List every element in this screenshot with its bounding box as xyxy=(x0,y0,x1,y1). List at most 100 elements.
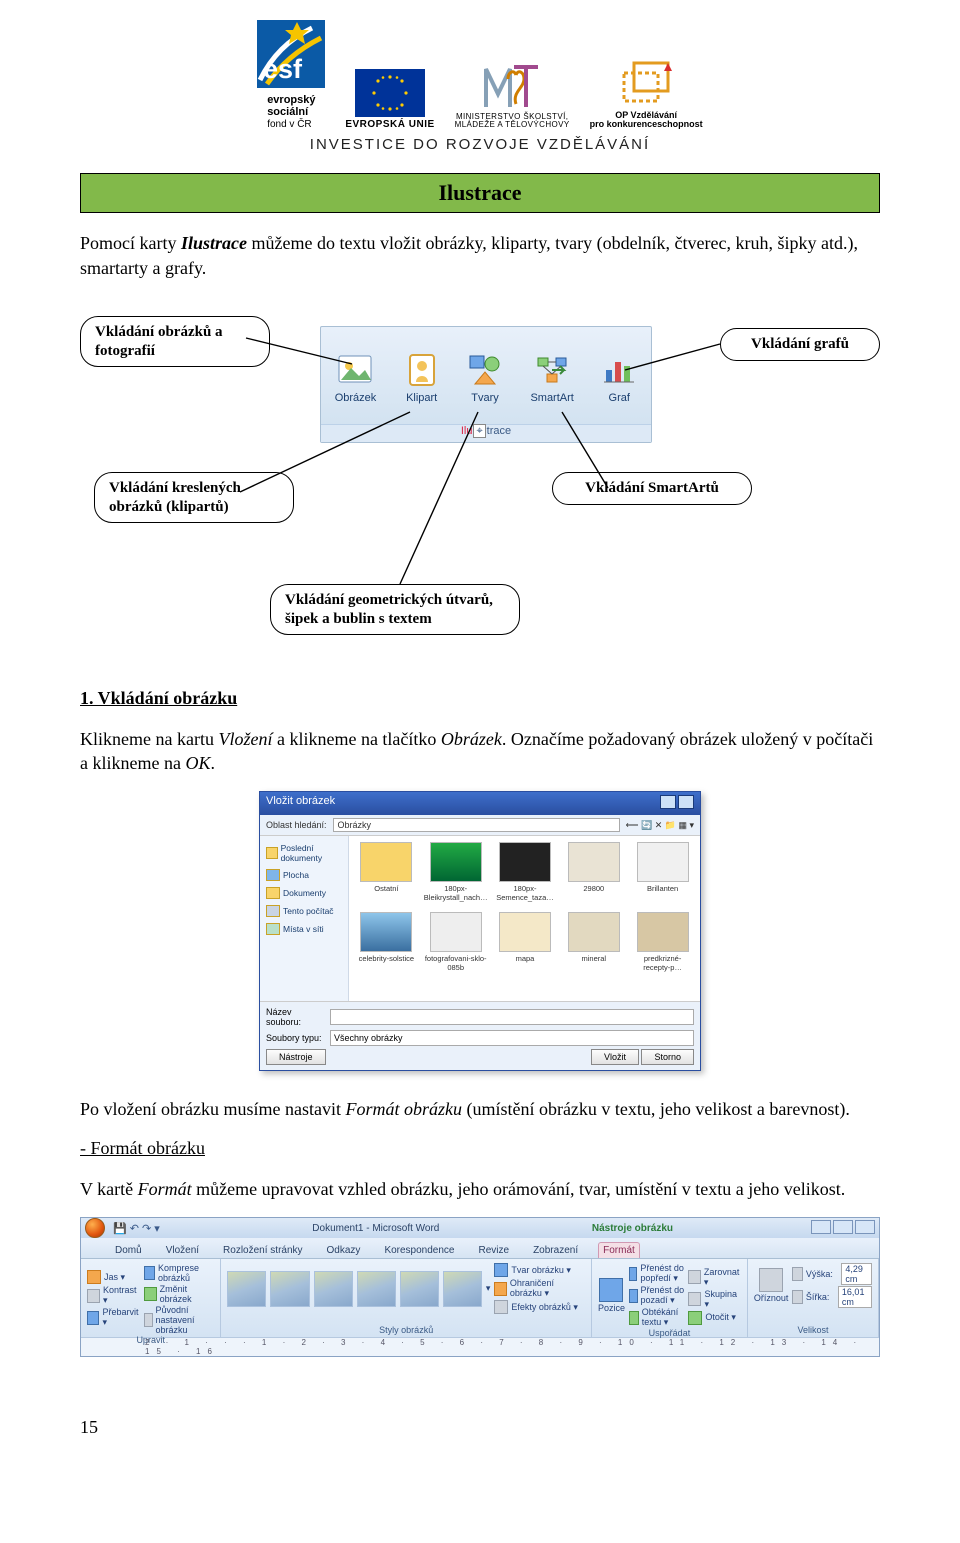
callout-kliparty: Vkládání kreslených obrázků (klipartů) xyxy=(94,472,294,524)
style-thumb xyxy=(314,1271,353,1307)
section1-head: 1. Vkládání obrázku xyxy=(80,688,880,709)
tab: Domů xyxy=(111,1243,146,1258)
style-thumb xyxy=(400,1271,439,1307)
dialog-title: Vložit obrázek xyxy=(266,795,335,812)
wr-titlebar: 💾 ↶ ↷ ▾ Dokument1 - Microsoft Word Nástr… xyxy=(81,1218,879,1238)
esf-icon: esf xyxy=(257,20,325,88)
esf-line2: sociální xyxy=(267,106,308,118)
format-body: V kartě Formát můžeme upravovat vzhled o… xyxy=(80,1177,880,1201)
style-thumb xyxy=(357,1271,396,1307)
format-head: - Formát obrázku xyxy=(80,1138,880,1159)
smartart-icon xyxy=(534,352,570,388)
qat-icons: 💾 ↶ ↷ ▾ xyxy=(113,1222,160,1235)
side-item: Poslední dokumenty xyxy=(264,840,344,866)
intro-paragraph: Pomocí karty Ilustrace můžeme do textu v… xyxy=(80,231,880,280)
insert-picture-dialog: Vložit obrázek Oblast hledání: Obrázky ⟵… xyxy=(259,791,701,1071)
ribbon-obrazek: Obrázek xyxy=(335,352,377,404)
tab: Zobrazení xyxy=(529,1243,582,1258)
opvk-icon xyxy=(616,57,676,109)
address-field: Obrázky xyxy=(333,818,620,832)
vlozit-button: Vložit xyxy=(591,1049,639,1065)
tab: Rozložení stránky xyxy=(219,1243,306,1258)
group-velikost: Oříznout Výška: 4,29 cm Šířka: 16,01 cm … xyxy=(748,1259,879,1337)
clipart-icon xyxy=(404,352,440,388)
thumb: 180px-Bleikrystall_nach… xyxy=(424,842,488,906)
eu-flag-icon xyxy=(355,69,425,117)
window-controls xyxy=(809,1220,875,1237)
thumb: celebrity-solstice xyxy=(355,912,418,976)
wr-tabs: Domů Vložení Rozložení stránky Odkazy Ko… xyxy=(81,1238,879,1259)
group-styly: ▾ Tvar obrázku ▾ Ohraničení obrázku ▾ Ef… xyxy=(221,1259,592,1337)
svg-text:esf: esf xyxy=(263,54,303,84)
ribbon-graf: Graf xyxy=(601,352,637,404)
side-item: Místa v síti xyxy=(264,920,344,938)
style-thumb xyxy=(270,1271,309,1307)
msmt-logo: MINISTERSTVO ŠKOLSTVÍ, MLÁDEŽE A TĚLOVÝC… xyxy=(455,59,570,131)
ribbon-smartart: SmartArt xyxy=(530,352,573,404)
esf-line3: fond v ČR xyxy=(267,119,311,130)
tab: Korespondence xyxy=(380,1243,458,1258)
ribbon-footer: Ilu⌖trace xyxy=(321,424,651,442)
doc-title: Dokument1 - Microsoft Word xyxy=(168,1223,584,1234)
after-dialog-paragraph: Po vložení obrázku musíme nastavit Formá… xyxy=(80,1097,880,1121)
page-title: Ilustrace xyxy=(80,173,880,213)
thumb: 180px-Semence_taza… xyxy=(494,842,557,906)
thumb: mineral xyxy=(562,912,625,976)
office-button-icon xyxy=(85,1218,105,1238)
thumb: fotografovani-sklo-085b xyxy=(424,912,488,976)
esf-logo: esf evropský sociální fond v ČR xyxy=(257,20,325,130)
ribbon-ilustrace: Obrázek Klipart Tvary xyxy=(320,326,652,443)
tool-tab: Nástroje obrázku xyxy=(592,1223,673,1234)
wr-groups: Jas ▾ Kontrast ▾ Přebarvit ▾ Komprese ob… xyxy=(81,1259,879,1337)
shapes-icon xyxy=(467,352,503,388)
window-buttons xyxy=(658,795,694,812)
callout-smartart: Vkládání SmartArtů xyxy=(552,472,752,505)
style-thumb xyxy=(227,1271,266,1307)
ruler: 2 · 1 · · · 1 · 2 · 3 · 4 · 5 · 6 · 7 · … xyxy=(81,1337,879,1356)
ribbon-tvary: Tvary xyxy=(467,352,503,404)
tab: Vložení xyxy=(162,1243,203,1258)
intro-em: Ilustrace xyxy=(181,233,247,253)
esf-text: evropský sociální fond v ČR xyxy=(267,94,315,130)
picture-icon xyxy=(337,352,373,388)
side-item: Dokumenty xyxy=(264,884,344,902)
tab: Revize xyxy=(475,1243,514,1258)
section1-body: Klikneme na kartu Vložení a klikneme na … xyxy=(80,727,880,776)
tab: Odkazy xyxy=(323,1243,365,1258)
filename-field xyxy=(330,1009,694,1025)
callout-diagram: Obrázek Klipart Tvary xyxy=(80,304,880,664)
msmt-icon xyxy=(482,59,542,111)
eu-logo: EVROPSKÁ UNIE xyxy=(345,69,434,130)
dialog-sidebar: Poslední dokumenty Plocha Dokumenty Tent… xyxy=(260,836,349,1001)
header-logos: esf evropský sociální fond v ČR xyxy=(80,20,880,130)
chart-icon xyxy=(601,352,637,388)
nav-icons: ⟵ 🔄 ✕ 📁 ▦ ▾ xyxy=(626,820,694,831)
filetype-field: Všechny obrázky xyxy=(330,1030,694,1046)
opvk-logo: OP Vzdělávání pro konkurenceschopnost xyxy=(590,57,703,131)
ribbon-klipart: Klipart xyxy=(404,352,440,404)
opvk-text: OP Vzdělávání pro konkurenceschopnost xyxy=(590,111,703,131)
thumb: 29800 xyxy=(562,842,625,906)
esf-line1: evropský xyxy=(267,94,315,106)
msmt-text: MINISTERSTVO ŠKOLSTVÍ, MLÁDEŽE A TĚLOVÝC… xyxy=(455,113,570,131)
page-number: 15 xyxy=(80,1417,880,1438)
side-item: Plocha xyxy=(264,866,344,884)
callout-grafy: Vkládání grafů xyxy=(720,328,880,361)
side-item: Tento počítač xyxy=(264,902,344,920)
callout-tvary: Vkládání geometrických útvarů, šipek a b… xyxy=(270,584,520,636)
group-upravit: Jas ▾ Kontrast ▾ Přebarvit ▾ Komprese ob… xyxy=(81,1259,221,1337)
dialog-bottom: Název souboru: Soubory typu:Všechny obrá… xyxy=(260,1001,700,1070)
tab-active: Formát xyxy=(598,1242,640,1258)
thumb: Brillanten xyxy=(631,842,694,906)
dialog-titlebar: Vložit obrázek xyxy=(260,792,700,815)
callout-obrazky: Vkládání obrázků a fotografií xyxy=(80,316,270,368)
dialog-toolbar: Oblast hledání: Obrázky ⟵ 🔄 ✕ 📁 ▦ ▾ xyxy=(260,815,700,836)
tools-button: Nástroje xyxy=(266,1049,326,1065)
style-thumb xyxy=(443,1271,482,1307)
group-usporadat: Pozice Přenést do popředí ▾ Přenést do p… xyxy=(592,1259,748,1337)
eu-label: EVROPSKÁ UNIE xyxy=(345,119,434,130)
dialog-thumbs: Ostatní 180px-Bleikrystall_nach… 180px-S… xyxy=(349,836,700,1001)
storno-button: Storno xyxy=(641,1049,694,1065)
banner-line: INVESTICE DO ROZVOJE VZDĚLÁVÁNÍ xyxy=(80,136,880,153)
thumb: Ostatní xyxy=(355,842,418,906)
